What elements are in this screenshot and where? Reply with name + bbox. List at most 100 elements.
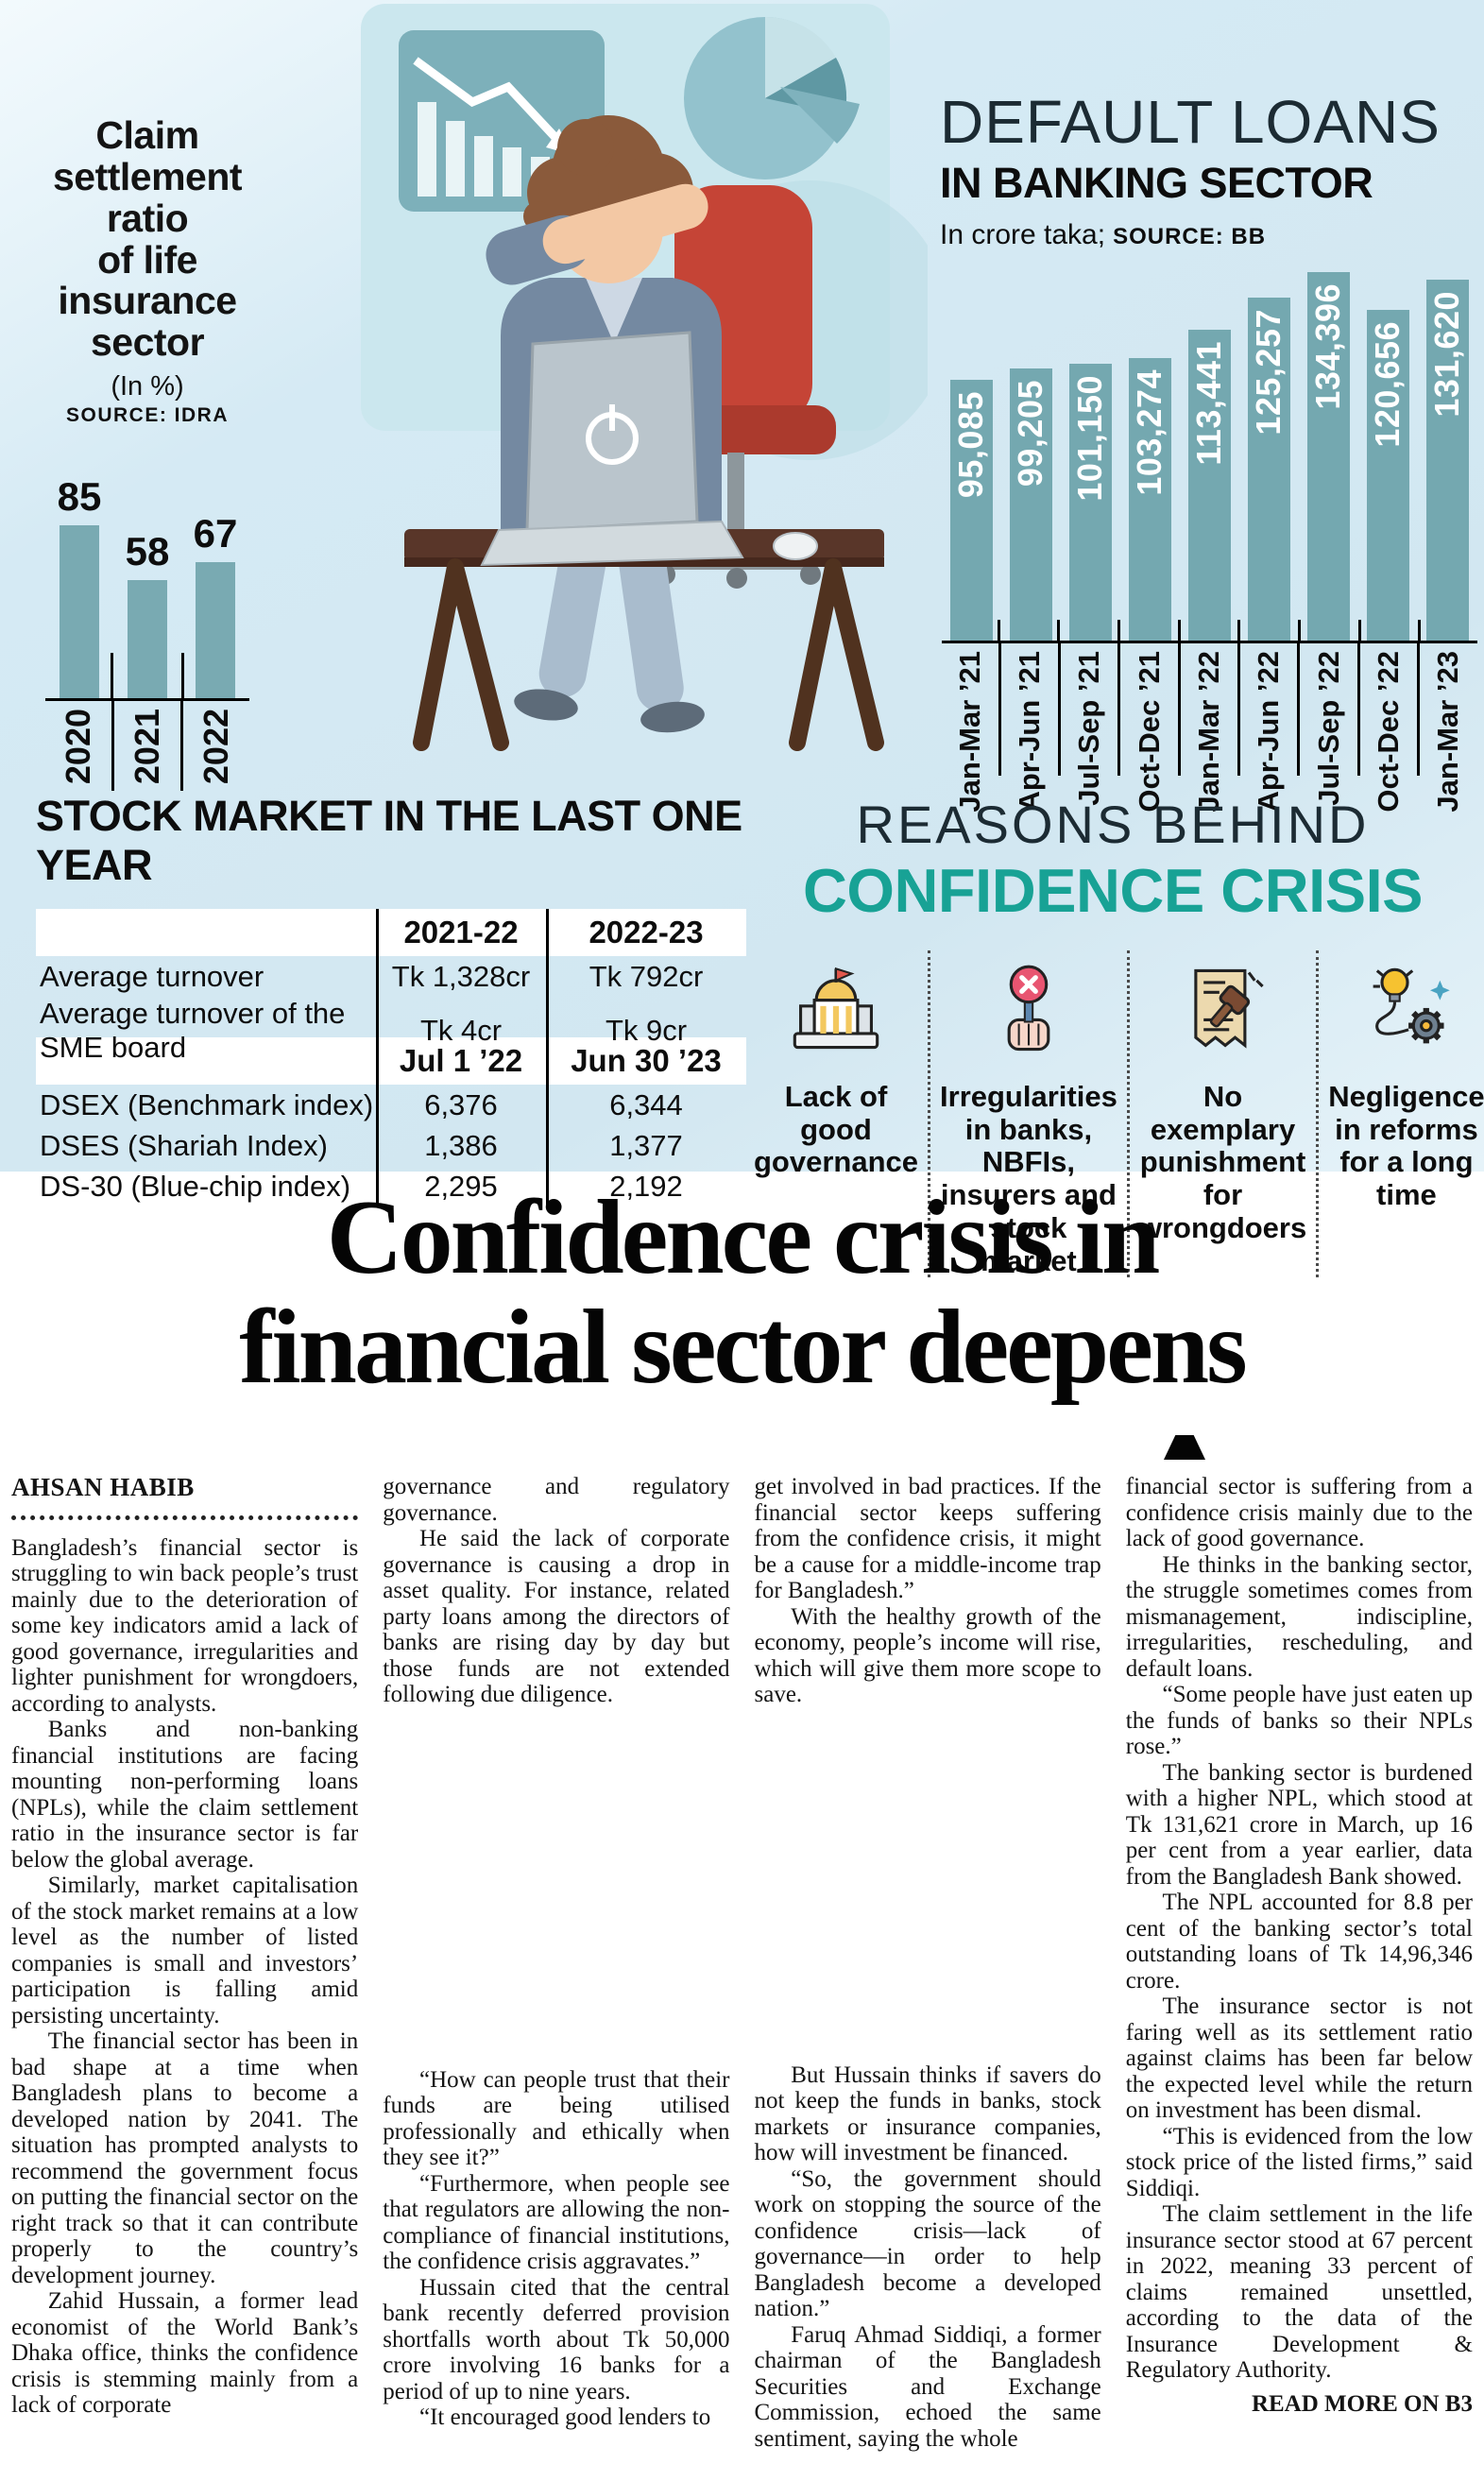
chart-bar: [196, 562, 235, 699]
bar-slot: 120,656: [1358, 310, 1418, 641]
paragraph: Faruq Ahmad Siddiqi, a former chairman o…: [754, 2321, 1101, 2452]
article-column-3: get involved in bad practices. If the fi…: [755, 1474, 1101, 2481]
facepalm-arm: [486, 183, 708, 285]
bar-value-label: 131,620: [1427, 291, 1466, 418]
decorative-mark: [1164, 1435, 1205, 1460]
bar-value-label: 113,441: [1189, 341, 1228, 466]
reason-item: No exemplary punishment for wrongdoers: [1126, 950, 1316, 1278]
bar-value-label: 95,085: [951, 391, 990, 499]
stock-market-panel: STOCK MARKET IN THE LAST ONE YEAR 2021-2…: [36, 792, 746, 1206]
cell-value: Tk 4cr: [419, 1014, 503, 1047]
category-label: Jan-Mar ’22: [1191, 651, 1225, 813]
chart-bar: 95,085: [949, 380, 993, 641]
table-row: DSEX (Benchmark index) 6,376 6,344: [36, 1085, 746, 1125]
paragraph: The financial sector has been in bad sha…: [11, 2028, 359, 2288]
reasons-title-line1: REASONS BEHIND: [856, 795, 1370, 854]
bars-row: 85 58 67: [45, 467, 249, 699]
table-row: DS-30 (Blue-chip index) 2,295 2,192: [36, 1166, 746, 1206]
row-label: Average turnover: [40, 959, 264, 993]
reason-caption: Irregularities in banks, NBFIs, insurers…: [940, 1080, 1117, 1277]
chart-unit-label: In crore taka;: [940, 219, 1106, 250]
cell-value: Tk 9cr: [605, 1014, 688, 1047]
byline: AHSAN HABIB: [11, 1474, 195, 1501]
category-label: Oct-Dec ’21: [1132, 651, 1166, 813]
chart-bar: 120,656: [1366, 310, 1409, 641]
table-row: DSES (Shariah Index) 1,386 1,377: [36, 1125, 746, 1166]
category-slot: Jan-Mar ’21: [942, 643, 998, 813]
category-axis: 2020 2021 2022: [45, 701, 249, 792]
chart-title: Claim settlement ratio of life insurance…: [52, 113, 243, 365]
bar-slot: 125,257: [1239, 298, 1299, 641]
chart-bar: 134,396: [1306, 272, 1350, 641]
category-label: 2022: [196, 709, 235, 785]
bar-value-label: 134,396: [1308, 283, 1347, 410]
cell-value: 1,386: [424, 1128, 498, 1162]
column-header: Jul 1 ’22: [399, 1043, 523, 1078]
category-slot: 2020: [45, 701, 111, 791]
cell-value: 6,344: [609, 1087, 683, 1121]
paragraph: With the healthy growth of the economy, …: [754, 1603, 1101, 1708]
table-row: Average turnover of the SME board Tk 4cr T…: [36, 997, 746, 1064]
paragraph: “It encouraged good lenders to: [419, 2404, 711, 2430]
paragraph: “How can people trust that their funds a…: [383, 2066, 730, 2171]
reasons-panel: REASONS BEHIND CONFIDENCE CRISIS Lack of…: [744, 794, 1484, 1278]
paragraph: Zahid Hussain, a former lead economist o…: [11, 2288, 359, 2419]
row-label: DSES (Shariah Index): [40, 1128, 328, 1162]
bar-slot: 131,620: [1418, 280, 1477, 641]
stressed-person-illustration: [361, 4, 928, 751]
mouse: [773, 532, 818, 560]
cell-value: 2,295: [424, 1169, 498, 1203]
article-body: AHSAN HABIB Bangladesh’s financial secto…: [11, 1474, 1473, 2481]
column-header: 2022-23: [588, 915, 704, 950]
category-slot: Oct-Dec ’22: [1356, 643, 1417, 813]
infographic-section: Claim settlement ratio of life insurance…: [0, 0, 1484, 1278]
paragraph: “So, the government should work on stopp…: [754, 2165, 1101, 2322]
bar-value-label: 58: [125, 529, 170, 574]
bars-row: 95,085 99,205 101,150 103,274 113,441 125,257…: [942, 265, 1477, 641]
column-header: 2021-22: [403, 915, 519, 950]
column-header: Jun 30 ’23: [571, 1043, 722, 1078]
pie-chart-decoration: [684, 16, 860, 180]
gavel-document-icon: [1174, 954, 1272, 1066]
reason-caption: No exemplary punishment for wrongdoers: [1138, 1080, 1307, 1244]
cell-value: 2,192: [609, 1169, 683, 1203]
byline-rule: [11, 1508, 359, 1520]
paragraph: He said the lack of corporate governance…: [383, 1526, 730, 1707]
column-gap: [755, 1708, 1101, 2062]
chart-title-line2: IN BANKING SECTOR: [940, 159, 1373, 207]
reason-caption: Lack of good governance: [754, 1080, 919, 1179]
chart-title-line1: DEFAULT LOANS: [940, 88, 1441, 156]
article-headline: Confidence crisis in financial sector de…: [0, 1183, 1484, 1403]
paragraph: Hussain cited that the central bank rece…: [383, 2274, 730, 2404]
category-slot: Apr-Jun ’22: [1237, 643, 1297, 813]
default-loans-bars: 95,085 99,205 101,150 103,274 113,441 125,257…: [940, 265, 1478, 813]
x-axis: [941, 641, 1477, 643]
category-slot: Oct-Dec ’21: [1117, 643, 1177, 813]
table-divider: [546, 909, 549, 1206]
category-axis: Jan-Mar ’21 Apr-Jun ’21 Jul-Sep ’21 Oct-Dec…: [942, 643, 1477, 813]
category-slot: Jan-Mar ’23: [1417, 643, 1476, 813]
category-label: Jan-Mar ’23: [1431, 651, 1465, 813]
bulb-gear-icon: [1357, 954, 1456, 1066]
paragraph: governance and regulatory governance.: [383, 1474, 730, 1526]
chart-bar: 99,205: [1009, 368, 1052, 641]
read-more-link[interactable]: READ MORE ON B3: [1251, 2390, 1473, 2417]
column-text: financial sector is suffering from a con…: [1126, 1474, 1473, 2384]
laptop: [480, 331, 744, 567]
article-column-1: AHSAN HABIB Bangladesh’s financial secto…: [11, 1474, 359, 2481]
category-slot: Apr-Jun ’21: [998, 643, 1058, 813]
category-slot: Jan-Mar ’22: [1177, 643, 1237, 813]
column-text: Bangladesh’s financial sector is struggl…: [11, 1535, 358, 2419]
table-row: 2021-22 2022-23: [36, 909, 746, 956]
bar-slot: 67: [181, 511, 249, 699]
paragraph: The claim settlement in the life insuran…: [1125, 2201, 1473, 2383]
table-divider: [376, 909, 379, 1206]
paragraph: “Furthermore, when people see that regul…: [383, 2170, 730, 2275]
reason-caption: Negligence in reforms for a long time: [1328, 1080, 1484, 1212]
chart-plot: 95,085 99,205 101,150 103,274 113,441 125,257…: [941, 265, 1477, 813]
government-building-icon: [787, 954, 885, 1066]
bar-slot: 99,205: [1001, 368, 1061, 641]
cell-value: Tk 1,328cr: [391, 959, 531, 993]
paragraph: “This is evidenced from the low stock pr…: [1125, 2123, 1473, 2201]
category-label: Jul-Sep ’22: [1311, 651, 1345, 806]
